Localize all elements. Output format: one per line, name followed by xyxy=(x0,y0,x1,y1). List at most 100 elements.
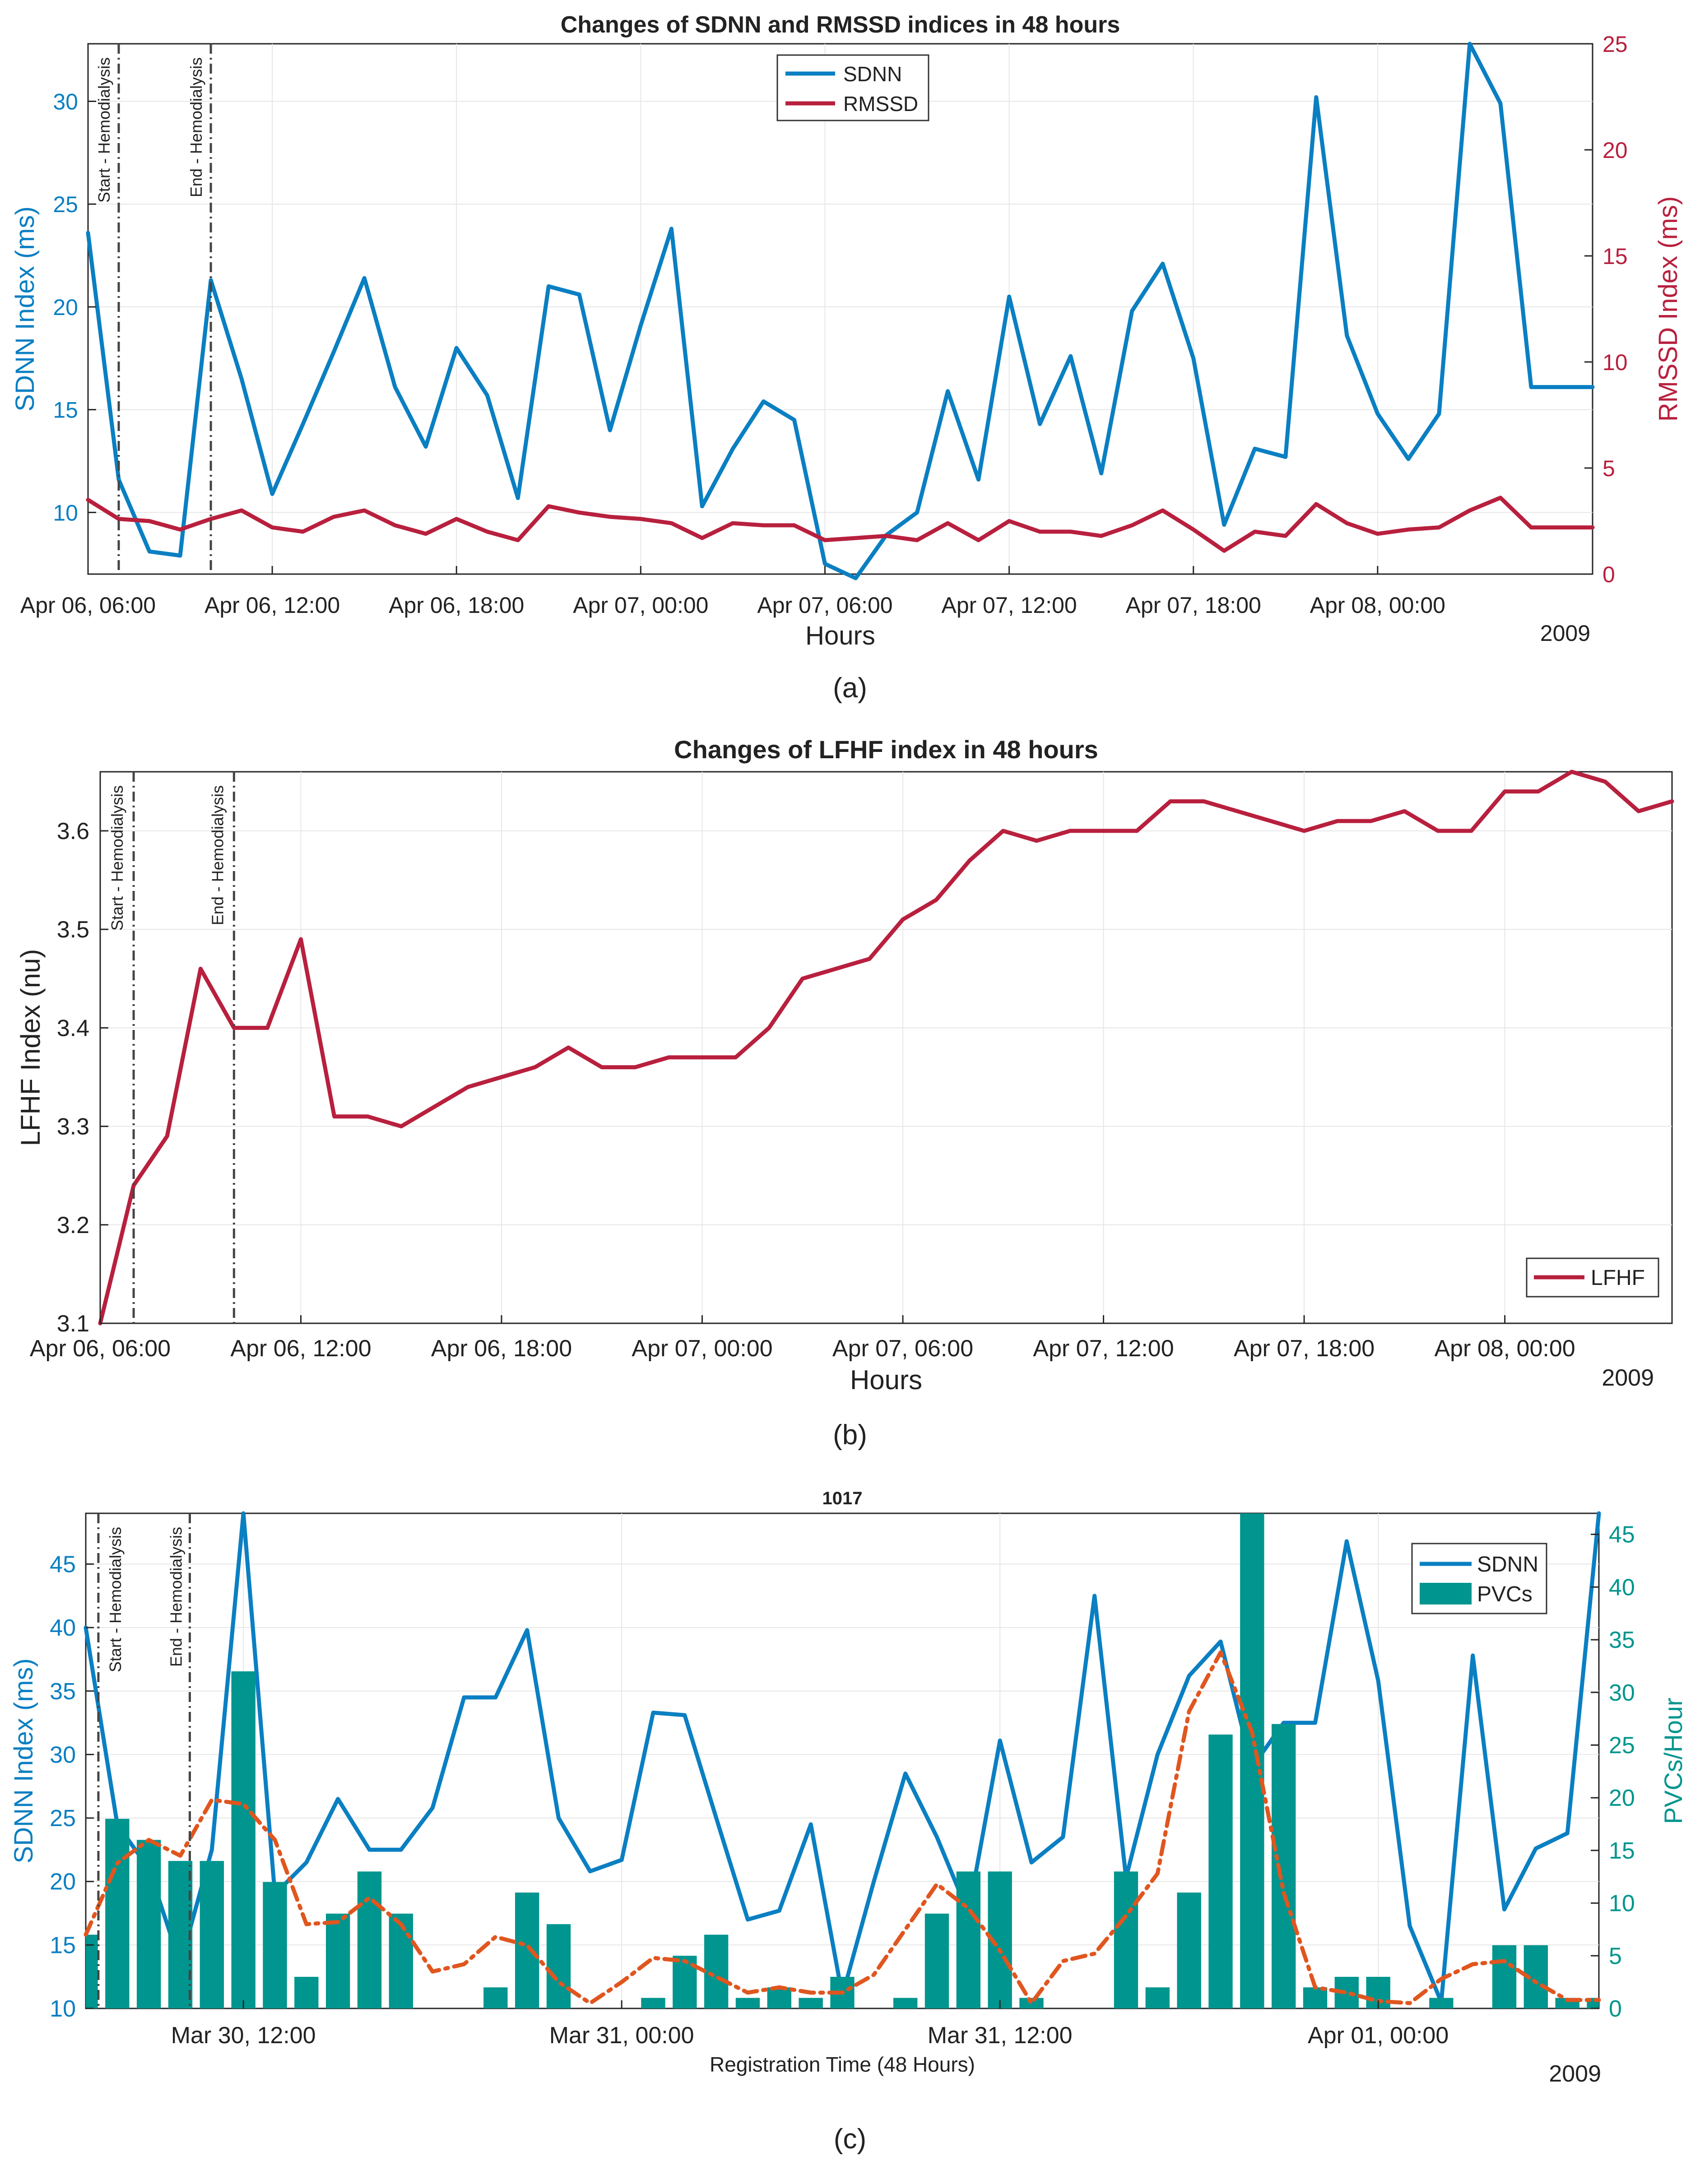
legend: SDNN RMSSD xyxy=(776,54,929,121)
y-tick-label-right: 25 xyxy=(1602,32,1628,57)
chart-title: Changes of SDNN and RMSSD indices in 48 … xyxy=(561,12,1120,38)
pvc-bar xyxy=(263,1882,287,2008)
y-tick-label: 3.3 xyxy=(57,1114,89,1140)
x-tick-label: Apr 06, 18:00 xyxy=(389,593,524,618)
pvc-bar xyxy=(294,1976,319,2008)
year-label: 2009 xyxy=(1540,621,1590,646)
pvc-bar xyxy=(136,1840,161,2008)
y-tick-label-right: 20 xyxy=(1602,138,1628,163)
pvc-bar xyxy=(735,1998,760,2008)
x-tick-label: Apr 06, 06:00 xyxy=(30,1335,171,1362)
pvc-bar xyxy=(105,1818,130,2008)
y-tick-label-left: 10 xyxy=(50,1996,76,2022)
y-tick-label-left: 25 xyxy=(53,192,78,217)
pvc-bar xyxy=(231,1671,255,2008)
pvc-bar xyxy=(357,1871,382,2008)
y-tick-label: 3.5 xyxy=(57,917,89,943)
y-tick-label-right: 15 xyxy=(1609,1838,1635,1864)
y-tick-label-right: 20 xyxy=(1609,1785,1635,1811)
pvc-bar xyxy=(767,1987,792,2008)
hemodialysis-marker-label: Start - Hemodialysis xyxy=(106,1527,125,1672)
x-tick-label: Apr 07, 00:00 xyxy=(573,593,708,618)
chart-title: 1017 xyxy=(822,1488,863,1508)
legend-box xyxy=(776,54,929,121)
y-axis-label: LFHF Index (nu) xyxy=(15,949,46,1146)
pvc-bar xyxy=(1240,1513,1264,2008)
legend-swatch xyxy=(1420,1583,1472,1604)
y-tick-label-right: 35 xyxy=(1609,1627,1635,1653)
caption-c: (c) xyxy=(834,2124,866,2155)
y-axis-label-left: SDNN Index (ms) xyxy=(9,1658,38,1863)
x-axis-label: Hours xyxy=(805,621,875,650)
y-tick-label-left: 10 xyxy=(53,500,78,525)
x-tick-label: Apr 07, 12:00 xyxy=(941,593,1077,618)
pvc-bar xyxy=(1145,1987,1170,2008)
plot-area xyxy=(99,771,1673,1324)
pvc-bar xyxy=(168,1861,193,2008)
pvc-bar xyxy=(704,1934,729,2008)
hemodialysis-marker-label: End - Hemodialysis xyxy=(187,57,205,197)
y-tick-label-left: 40 xyxy=(50,1615,76,1641)
x-tick-label: Apr 06, 06:00 xyxy=(20,593,156,618)
pvc-bar xyxy=(515,1892,539,2008)
y-tick-label: 3.2 xyxy=(57,1212,89,1238)
x-tick-label: Apr 01, 00:00 xyxy=(1308,2022,1449,2049)
caption-a: (a) xyxy=(833,672,867,704)
y-axis-label-right: PVCs/Hour xyxy=(1659,1697,1687,1824)
y-tick-label-right: 45 xyxy=(1609,1522,1635,1548)
legend-label: SDNN xyxy=(1477,1553,1538,1577)
y-tick-label-left: 35 xyxy=(50,1679,76,1705)
legend-box xyxy=(1411,1543,1547,1614)
y-tick-label-left: 20 xyxy=(50,1869,76,1895)
legend-label: RMSSD xyxy=(843,92,918,116)
pvc-bar xyxy=(86,1934,98,2008)
y-tick-label: 3.1 xyxy=(57,1311,89,1337)
x-tick-label: Mar 30, 12:00 xyxy=(171,2022,316,2049)
legend: SDNN PVCs xyxy=(1411,1543,1547,1614)
x-tick-label: Apr 07, 18:00 xyxy=(1126,593,1261,618)
y-tick-label-right: 25 xyxy=(1609,1732,1635,1758)
x-tick-label: Apr 07, 06:00 xyxy=(832,1335,973,1362)
pvc-bar xyxy=(893,1998,918,2008)
x-tick-label: Apr 08, 00:00 xyxy=(1434,1335,1575,1362)
y-tick-label-right: 10 xyxy=(1602,350,1628,375)
x-tick-label: Apr 06, 12:00 xyxy=(230,1335,371,1362)
y-tick-label-right: 5 xyxy=(1602,456,1615,481)
y-tick-label-left: 20 xyxy=(53,295,78,320)
plot-area xyxy=(87,43,1593,575)
pvc-bar xyxy=(200,1861,224,2008)
pvc-bar xyxy=(1114,1871,1138,2008)
x-tick-label: Mar 31, 00:00 xyxy=(549,2022,694,2049)
y-tick-label: 3.4 xyxy=(57,1015,89,1041)
series-bars-pvcs xyxy=(86,1513,1599,2008)
y-tick-label-right: 30 xyxy=(1609,1680,1635,1706)
pvc-bar xyxy=(799,1998,823,2008)
pvc-bar xyxy=(483,1987,508,2008)
x-tick-label: Apr 06, 12:00 xyxy=(204,593,340,618)
pvc-bar xyxy=(1303,1987,1328,2008)
year-label: 2009 xyxy=(1602,1365,1654,1391)
series-line-lfhf xyxy=(98,770,1674,1326)
y-tick-label-right: 10 xyxy=(1609,1891,1635,1917)
pvc-bar xyxy=(1177,1892,1201,2008)
legend-label: SDNN xyxy=(843,62,902,86)
pvc-bar xyxy=(325,1913,350,2008)
y-tick-label-right: 5 xyxy=(1609,1943,1622,1969)
y-axis-label-right: RMSSD Index (ms) xyxy=(1654,196,1683,422)
pvc-bar xyxy=(389,1913,413,2008)
x-tick-label: Apr 07, 12:00 xyxy=(1033,1335,1174,1362)
y-tick-label-left: 15 xyxy=(53,398,78,423)
chart-title: Changes of LFHF index in 48 hours xyxy=(674,735,1098,764)
x-tick-label: Mar 31, 12:00 xyxy=(928,2022,1073,2049)
pvc-bar xyxy=(924,1913,949,2008)
pvc-bar xyxy=(546,1924,571,2008)
y-tick-label-right: 40 xyxy=(1609,1574,1635,1600)
legend: LFHF xyxy=(1526,1257,1659,1298)
x-axis-label: Registration Time (48 Hours) xyxy=(710,2053,975,2076)
hemodialysis-marker-label: Start - Hemodialysis xyxy=(108,785,126,931)
chart-c: Start - Hemodialysis End - Hemodialysis 10… xyxy=(9,1488,1687,2155)
hemodialysis-marker-label: End - Hemodialysis xyxy=(208,785,227,925)
series-line-sdnn xyxy=(86,42,1595,580)
year-label: 2009 xyxy=(1549,2061,1601,2087)
